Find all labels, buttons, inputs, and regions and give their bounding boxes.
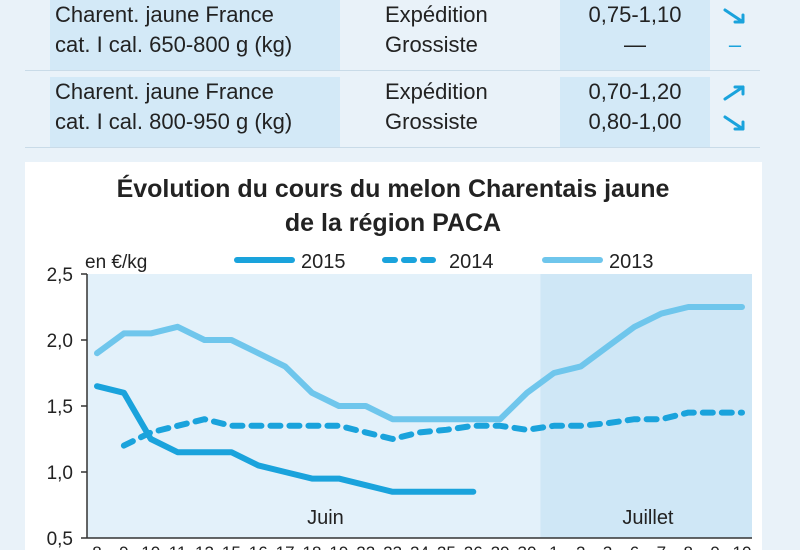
x-tick-label: 16	[249, 543, 268, 550]
trend-slot	[710, 0, 760, 30]
x-tick-label: 25	[437, 543, 456, 550]
trend-cell: –	[710, 0, 760, 70]
channel-label: Grossiste	[385, 32, 478, 57]
x-tick-label: 8	[684, 543, 693, 550]
price-line-chart: 0,51,01,52,02,58910111215161718192223242…	[47, 174, 752, 550]
legend-label: 2013	[609, 251, 654, 273]
product-cell: Charent. jaune France cat. I cal. 800-95…	[50, 77, 340, 147]
price-row-650-800: Charent. jaune France cat. I cal. 650-80…	[25, 0, 760, 71]
channel-cell: Expédition Grossiste	[385, 0, 565, 70]
x-tick-label: 1	[549, 543, 558, 550]
series-line-2013	[94, 304, 745, 423]
x-tick-label: 19	[329, 543, 348, 550]
x-tick-label: 17	[276, 543, 295, 550]
up-arrow-icon	[723, 85, 745, 101]
period-label-june: Juin	[307, 507, 344, 529]
x-tick-label: 9	[119, 543, 128, 550]
x-tick-label: 10	[733, 543, 752, 550]
price-value: 0,80-1,00	[588, 109, 682, 134]
channel-label: Grossiste	[385, 109, 478, 134]
channel-label: Expédition	[385, 79, 488, 104]
x-tick-label: 7	[657, 543, 666, 550]
y-tick-label: 2,5	[47, 265, 73, 286]
price-value: 0,75-1,10	[588, 2, 682, 27]
x-tick-label: 15	[222, 543, 241, 550]
y-tick-label: 2,0	[47, 331, 73, 352]
y-tick-label: 1,5	[47, 397, 73, 418]
price-cell: 0,75-1,10 —	[560, 0, 710, 70]
series-line-2015	[94, 383, 477, 495]
price-value: 0,70-1,20	[588, 79, 682, 104]
product-line: cat. I cal. 650-800 g (kg)	[55, 32, 293, 57]
chart-title: Évolution du cours du melon Charentais j…	[117, 174, 670, 203]
chart-title: de la région PACA	[285, 209, 501, 237]
trend-cell	[710, 77, 760, 147]
product-line: Charent. jaune France	[55, 79, 274, 104]
trend-slot: –	[710, 30, 760, 60]
x-tick-label: 26	[464, 543, 483, 550]
down-arrow-icon	[723, 115, 745, 131]
period-label-july: Juillet	[622, 507, 674, 529]
legend-label: 2014	[449, 251, 494, 273]
y-tick-label: 1,0	[47, 463, 73, 484]
x-tick-label: 9	[710, 543, 719, 550]
y-axis-unit-label: en €/kg	[85, 252, 147, 273]
channel-cell: Expédition Grossiste	[385, 77, 565, 147]
y-tick-label: 0,5	[47, 529, 73, 550]
legend-label: 2015	[301, 251, 346, 273]
dash-icon: –	[728, 32, 742, 57]
price-table: Charent. jaune France cat. I cal. 650-80…	[25, 0, 760, 148]
x-tick-label: 6	[630, 543, 639, 550]
price-cell: 0,70-1,20 0,80-1,00	[560, 77, 710, 147]
x-tick-label: 12	[195, 543, 214, 550]
x-tick-label: 10	[141, 543, 160, 550]
x-tick-label: 30	[518, 543, 537, 550]
x-tick-label: 23	[383, 543, 402, 550]
x-tick-label: 22	[356, 543, 375, 550]
channel-label: Expédition	[385, 2, 488, 27]
chart-panel: 0,51,01,52,02,58910111215161718192223242…	[25, 162, 762, 550]
x-tick-label: 11	[169, 543, 187, 550]
x-tick-label: 8	[92, 543, 101, 550]
down-arrow-icon	[723, 8, 745, 24]
price-row-800-950: Charent. jaune France cat. I cal. 800-95…	[25, 77, 760, 148]
july-shade	[540, 274, 752, 538]
trend-slot	[710, 107, 760, 137]
x-tick-label: 29	[491, 543, 510, 550]
product-line: cat. I cal. 800-950 g (kg)	[55, 109, 293, 134]
x-tick-label: 2	[576, 543, 585, 550]
x-tick-label: 18	[303, 543, 322, 550]
trend-slot	[710, 77, 760, 107]
price-value: —	[624, 32, 646, 57]
product-cell: Charent. jaune France cat. I cal. 650-80…	[50, 0, 340, 70]
product-line: Charent. jaune France	[55, 2, 274, 27]
series-line-2014	[120, 409, 745, 449]
x-tick-label: 3	[603, 543, 612, 550]
x-tick-label: 24	[410, 543, 429, 550]
